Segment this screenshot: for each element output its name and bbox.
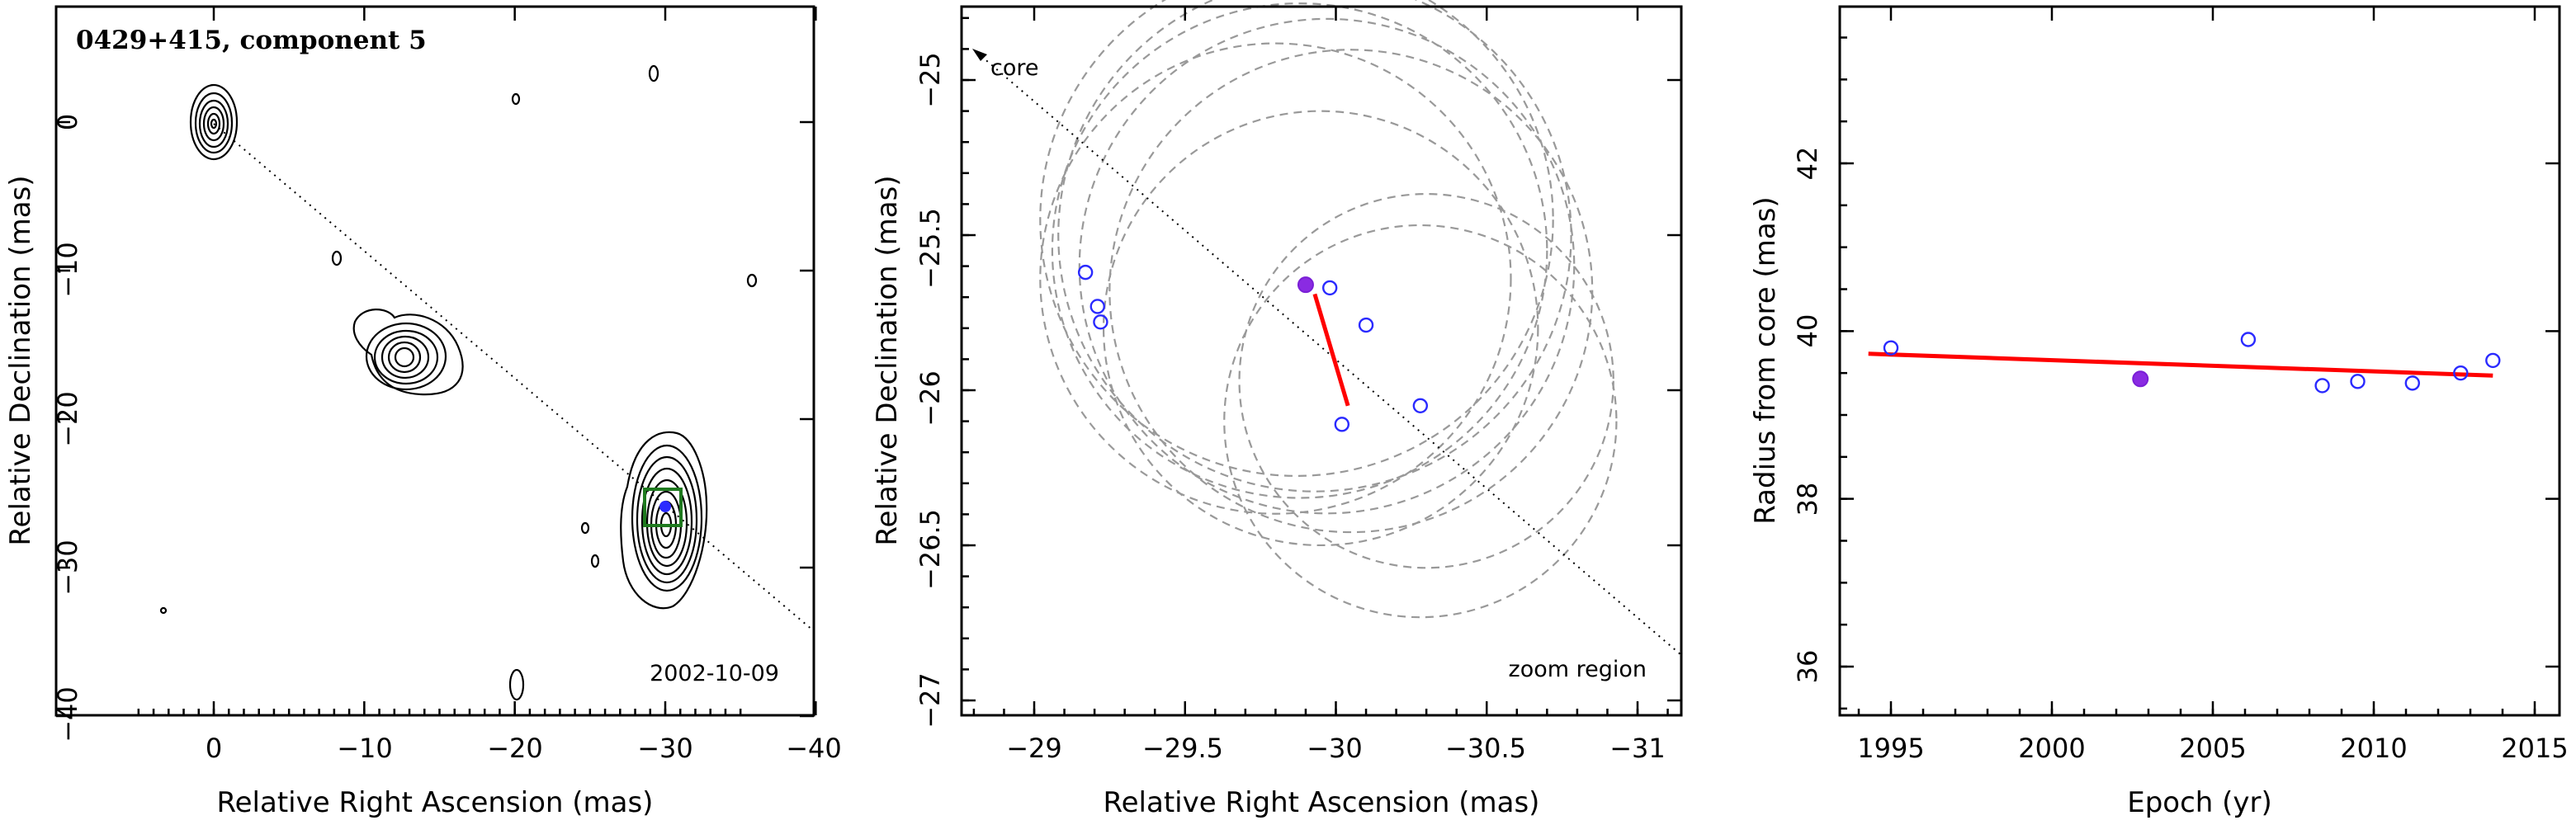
radius-ytick-label: 38 xyxy=(1792,483,1823,516)
data-point xyxy=(2240,332,2257,347)
map-xtick-label: 0 xyxy=(206,733,222,764)
data-point xyxy=(1358,317,1374,333)
beam-circle xyxy=(1057,0,1572,493)
radius-xlabel: Epoch (yr) xyxy=(2127,786,2272,819)
map-jet-axis xyxy=(213,123,814,631)
map-xlabel: Relative Right Ascension (mas) xyxy=(217,786,654,819)
data-point xyxy=(1077,264,1094,280)
beam-circle xyxy=(1078,17,1576,515)
zoom-beams xyxy=(1039,0,1618,619)
radius-panel: 1995 2000 2005 2010 2015 36 38 40 42 Epo… xyxy=(1749,5,2569,819)
zoom-ytick-label: −27 xyxy=(915,672,946,728)
map-ytick-label: −20 xyxy=(52,391,83,447)
radius-xtick-label: 2000 xyxy=(2018,733,2085,764)
data-point xyxy=(1334,417,1350,432)
map-ytick-label: −10 xyxy=(52,242,83,298)
radius-xtick-label: 2015 xyxy=(2501,733,2568,764)
beam-circle xyxy=(1238,193,1614,569)
map-ytick-label: −40 xyxy=(52,686,83,742)
zoom-core-label: core xyxy=(990,55,1038,81)
zoom-xtick-label: −29.5 xyxy=(1142,733,1223,764)
data-point-highlighted xyxy=(2132,370,2149,388)
zoom-ytick-label: −25.5 xyxy=(915,208,946,289)
radius-xtick-label: 1995 xyxy=(1857,733,1924,764)
zoom-panel: core zoom region −29 −29.5 −30 −30.5 −31… xyxy=(871,0,1683,819)
data-point xyxy=(1412,398,1429,413)
map-epoch-label: 2002-10-09 xyxy=(650,661,779,686)
zoom-ylabel: Relative Declination (mas) xyxy=(871,175,904,545)
beam-circle xyxy=(1051,2,1548,499)
zoom-ticks xyxy=(962,7,1681,715)
radius-ytick-label: 36 xyxy=(1792,650,1823,684)
zoom-core-direction xyxy=(976,51,1682,656)
radius-fit-line xyxy=(1868,351,2493,378)
map-ylabel: Relative Declination (mas) xyxy=(4,175,37,545)
radius-points xyxy=(1883,332,2501,394)
zoom-core-arrowhead xyxy=(972,49,987,61)
map-contours xyxy=(159,64,758,701)
zoom-ytick-label: −26.5 xyxy=(915,509,946,590)
radius-ytick-label: 42 xyxy=(1792,147,1823,181)
zoom-ytick-label: −25 xyxy=(915,52,946,108)
map-ticks xyxy=(56,7,817,718)
zoom-fit-line xyxy=(1312,293,1350,407)
beam-circle xyxy=(1223,224,1618,619)
data-point xyxy=(1093,314,1108,330)
map-xtick-label: −10 xyxy=(337,733,393,764)
data-point xyxy=(2350,374,2366,389)
radius-ylabel: Radius from core (mas) xyxy=(1749,196,1782,524)
zoom-xtick-label: −31 xyxy=(1609,733,1666,764)
data-point xyxy=(2314,378,2330,394)
data-point xyxy=(1089,299,1105,314)
zoom-xtick-label: −29 xyxy=(1006,733,1062,764)
map-xtick-label: −40 xyxy=(786,733,842,764)
zoom-ytick-label: −26 xyxy=(915,370,946,427)
beam-circle xyxy=(1039,42,1512,515)
data-point xyxy=(2404,375,2421,391)
beam-circle xyxy=(1108,49,1594,534)
radius-ticks xyxy=(1840,7,2559,715)
radius-xtick-label: 2005 xyxy=(2179,733,2246,764)
zoom-region-label: zoom region xyxy=(1509,657,1647,682)
zoom-frame xyxy=(960,5,1683,717)
data-point xyxy=(1883,340,1899,356)
beam-circle xyxy=(1039,0,1554,477)
map-xtick-label: −30 xyxy=(637,733,693,764)
map-zoom-box xyxy=(643,488,683,527)
map-panel: 0429+415, component 5 2002-10-09 0 −10 −… xyxy=(4,5,842,819)
data-point xyxy=(1321,280,1338,296)
radius-xtick-label: 2010 xyxy=(2340,733,2407,764)
data-point xyxy=(2453,365,2469,381)
beam-circle xyxy=(1102,110,1539,547)
radius-ytick-label: 40 xyxy=(1792,314,1823,348)
zoom-xlabel: Relative Right Ascension (mas) xyxy=(1104,786,1540,819)
map-xtick-label: −20 xyxy=(487,733,543,764)
map-component-marker xyxy=(659,501,671,512)
map-ytick-label: 0 xyxy=(52,114,83,130)
map-title: 0429+415, component 5 xyxy=(76,26,427,55)
radius-frame xyxy=(1838,5,2561,717)
zoom-xtick-label: −30.5 xyxy=(1445,733,1526,764)
data-point-highlighted xyxy=(1297,276,1314,294)
zoom-xtick-label: −30 xyxy=(1307,733,1363,764)
map-frame xyxy=(54,5,815,717)
zoom-points xyxy=(1077,264,1429,432)
data-point xyxy=(2485,352,2501,369)
map-ytick-label: −30 xyxy=(52,540,83,596)
